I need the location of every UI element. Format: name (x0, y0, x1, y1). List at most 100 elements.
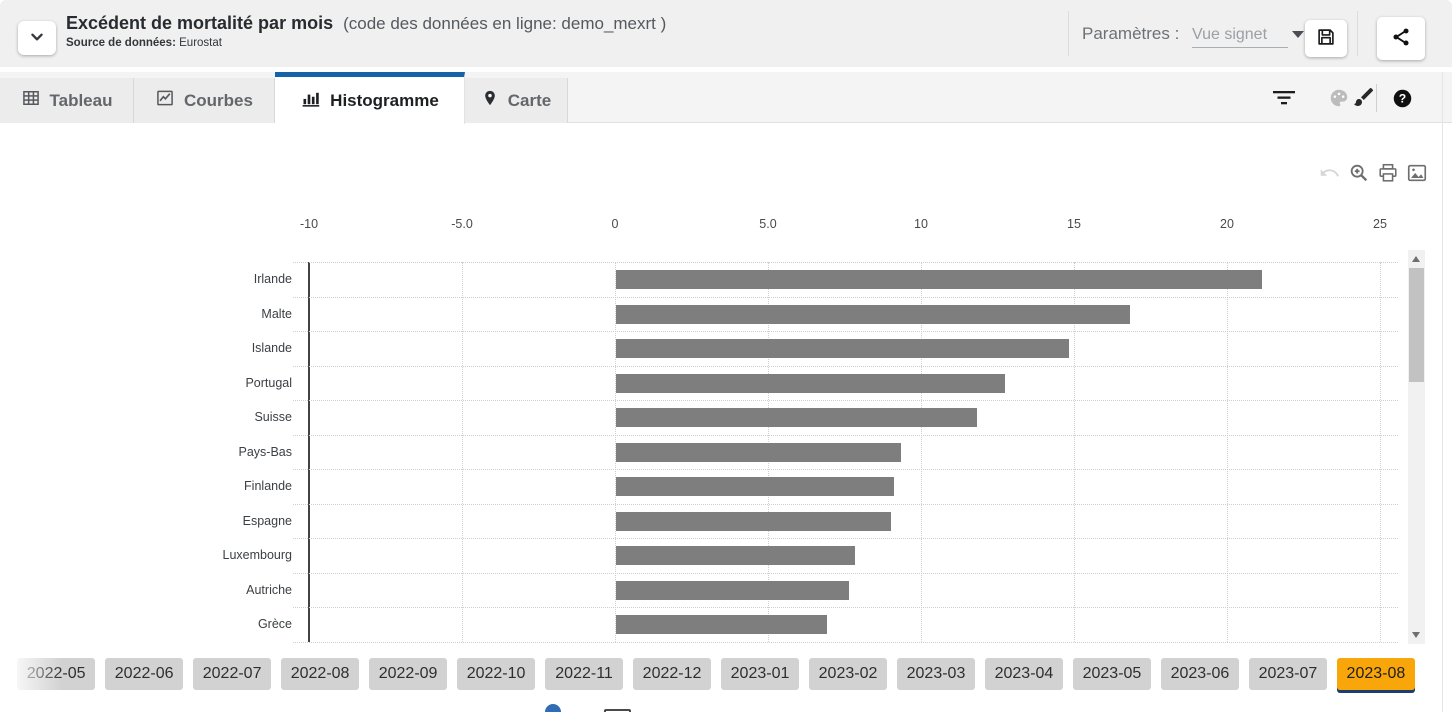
category-label: Malte (261, 306, 292, 321)
tab-label: Tableau (49, 90, 113, 110)
collapse-header-button[interactable] (18, 21, 56, 55)
chart-bar[interactable] (616, 304, 1131, 324)
print-button[interactable] (1377, 162, 1399, 187)
caret-down-icon[interactable] (1292, 31, 1304, 38)
play-animation-button[interactable] (545, 704, 561, 712)
chart-bar[interactable] (616, 408, 978, 427)
share-button[interactable] (1377, 17, 1425, 60)
horizontal-gridline (293, 469, 1398, 470)
dataset-code: (code des données en ligne: demo_mexrt ) (343, 14, 667, 33)
save-view-button[interactable] (1305, 20, 1347, 57)
category-label: Pays-Bas (238, 444, 293, 459)
bookmark-view-select[interactable]: Vue signet (1192, 22, 1288, 48)
header-divider (1068, 11, 1069, 56)
month-button-2022-10[interactable]: 2022-10 (456, 658, 536, 690)
month-button-2022-11[interactable]: 2022-11 (544, 658, 624, 690)
vertical-gridline (921, 262, 922, 642)
brush-button[interactable] (1352, 85, 1376, 112)
month-button-2022-12[interactable]: 2022-12 (632, 658, 712, 690)
month-button-2022-08[interactable]: 2022-08 (280, 658, 360, 690)
chart-bar[interactable] (616, 477, 895, 496)
palette-button[interactable] (1328, 87, 1350, 112)
chart-bar[interactable] (616, 511, 892, 531)
x-tick-label: 15 (1067, 217, 1081, 231)
chart-bar[interactable] (616, 373, 1005, 393)
header-divider (1357, 11, 1358, 56)
vertical-gridline (1074, 262, 1075, 642)
month-button-2023-03[interactable]: 2023-03 (896, 658, 976, 690)
reset-zoom-button[interactable] (1318, 162, 1340, 187)
x-tick-label: 5.0 (759, 217, 777, 231)
category-label: Luxembourg (222, 548, 293, 562)
tab-tableau[interactable]: Tableau (0, 78, 134, 123)
horizontal-gridline (293, 262, 1398, 263)
header: Excédent de mortalité par mois (code des… (0, 0, 1452, 67)
save-icon (1315, 26, 1337, 51)
undo-icon (1318, 169, 1340, 187)
chart-bar[interactable] (616, 442, 901, 462)
month-button-2023-02[interactable]: 2023-02 (808, 658, 888, 690)
category-label: Suisse (254, 410, 292, 424)
parameters-label: Paramètres : (1082, 24, 1180, 43)
month-button-2023-06[interactable]: 2023-06 (1160, 658, 1240, 690)
horizontal-gridline (293, 641, 1398, 643)
month-button-2023-01[interactable]: 2023-01 (720, 658, 800, 690)
x-tick-label: -10 (299, 217, 319, 231)
month-button-2023-05[interactable]: 2023-05 (1072, 658, 1152, 690)
tab-label: Histogramme (330, 90, 439, 110)
tab-bar: Tableau Courbes Histogramme (0, 72, 1452, 124)
page-title: Excédent de mortalité par mois (66, 13, 334, 33)
map-pin-icon (481, 88, 499, 113)
scroll-down-icon[interactable] (1412, 632, 1420, 638)
vertical-gridline (462, 262, 463, 642)
line-chart-icon (155, 88, 175, 113)
horizontal-gridline (293, 400, 1398, 401)
month-button-2023-07[interactable]: 2023-07 (1248, 658, 1328, 690)
chart-bar[interactable] (616, 339, 1069, 358)
category-label: Espagne (242, 513, 292, 528)
data-source: Source de données: Eurostat (66, 37, 666, 49)
brush-icon (1352, 87, 1376, 112)
chart-bar[interactable] (616, 580, 849, 600)
tab-courbes[interactable]: Courbes (134, 78, 275, 123)
svg-text:?: ? (1399, 92, 1406, 106)
title-block: Excédent de mortalité par mois (code des… (66, 13, 666, 49)
bar-chart-icon (300, 88, 321, 114)
palette-icon (1328, 89, 1350, 112)
category-label: Portugal (245, 375, 292, 390)
image-icon (1406, 164, 1428, 187)
month-button-2022-05[interactable]: 2022-05 (17, 658, 96, 690)
horizontal-gridline (293, 331, 1398, 332)
export-image-button[interactable] (1406, 162, 1428, 187)
x-tick-label: 25 (1373, 217, 1387, 231)
animation-control-box[interactable] (604, 709, 631, 712)
zoom-in-button[interactable] (1348, 162, 1370, 187)
horizontal-gridline (293, 607, 1398, 608)
vertical-gridline (1227, 262, 1228, 642)
x-tick-label: -5.0 (451, 217, 473, 231)
zoom-in-icon (1348, 164, 1370, 187)
chart-bar[interactable] (616, 546, 855, 565)
horizontal-gridline (293, 572, 1398, 574)
horizontal-gridline (293, 503, 1398, 505)
filter-icon (1272, 91, 1296, 111)
month-button-2023-08[interactable]: 2023-08 (1336, 658, 1416, 690)
table-icon (21, 88, 41, 113)
month-button-2022-06[interactable]: 2022-06 (104, 658, 184, 690)
right-panel-border (1442, 72, 1443, 712)
chart-bar[interactable] (616, 270, 1262, 289)
month-button-2023-04[interactable]: 2023-04 (984, 658, 1064, 690)
x-tick-label: 0 (611, 217, 619, 231)
chart-bar[interactable] (616, 615, 828, 634)
chart-scrollbar[interactable] (1408, 250, 1425, 644)
tab-histogramme[interactable]: Histogramme (275, 72, 465, 124)
help-button[interactable]: ? (1392, 88, 1413, 112)
month-button-2022-09[interactable]: 2022-09 (368, 658, 448, 690)
month-button-2022-07[interactable]: 2022-07 (192, 658, 272, 690)
tab-carte[interactable]: Carte (465, 78, 568, 123)
scrollbar-thumb[interactable] (1409, 268, 1424, 382)
filter-button[interactable] (1272, 88, 1296, 111)
x-tick-label: 10 (914, 217, 928, 231)
scroll-up-icon[interactable] (1412, 256, 1420, 262)
